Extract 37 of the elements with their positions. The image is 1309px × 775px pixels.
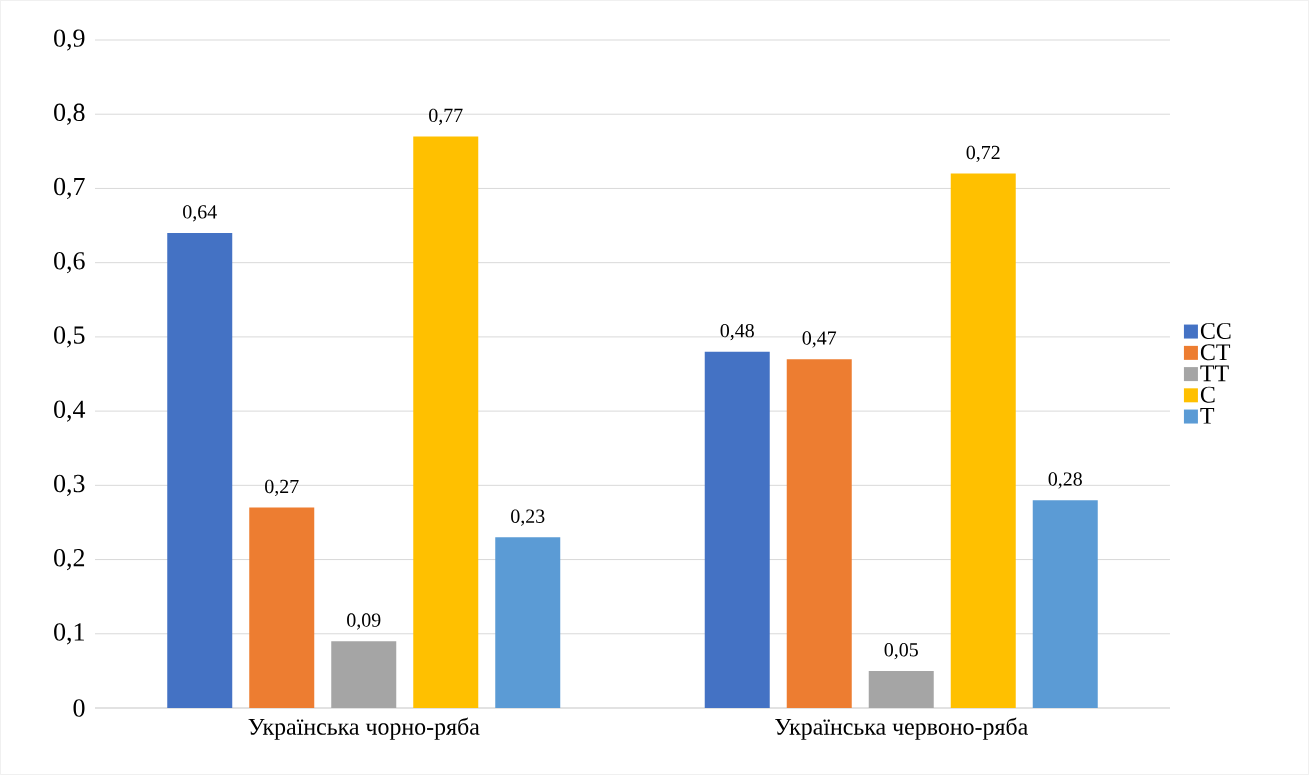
legend-label: CT [1200, 344, 1231, 361]
legend-label: T [1200, 407, 1215, 424]
bar [249, 507, 315, 708]
legend-label: TT [1200, 365, 1229, 382]
y-tick-label: 0,7 [54, 177, 85, 200]
y-tick-label: 0,1 [54, 623, 84, 645]
y-tick-label: 0,6 [54, 252, 85, 274]
data-label: 0,64 [183, 205, 217, 222]
x-tick-label: Українська чорно-ряба [248, 717, 480, 740]
data-label: 0,72 [966, 145, 1000, 163]
y-tick-label: 0,8 [54, 103, 85, 125]
bar [413, 136, 479, 708]
bar [495, 537, 561, 708]
y-tick-label: 0,9 [54, 29, 85, 51]
data-label: 0,28 [1048, 472, 1082, 489]
bar [868, 670, 934, 708]
data-label: 0,47 [802, 331, 837, 348]
data-label: 0,27 [265, 479, 299, 497]
x-tick-label: Українська червоно-ряба [775, 717, 1028, 740]
y-tick-label: 0,4 [54, 400, 86, 422]
data-label: 0,48 [720, 323, 754, 341]
bar [704, 351, 770, 708]
data-label: 0,05 [884, 643, 918, 660]
bar [331, 641, 397, 708]
legend-label: C [1200, 386, 1215, 403]
y-tick-label: 0,2 [54, 548, 85, 571]
bar [167, 232, 233, 708]
y-tick-label: 0,5 [54, 326, 85, 348]
data-label: 0,23 [511, 509, 545, 526]
data-label: 0,09 [347, 613, 381, 630]
bar [1032, 500, 1098, 708]
bar [950, 173, 1016, 708]
y-tick-label: 0 [73, 699, 85, 717]
legend-label: CC [1200, 322, 1231, 339]
bar [786, 359, 852, 708]
data-label: 0,77 [429, 108, 463, 125]
y-tick-label: 0,3 [54, 474, 85, 496]
